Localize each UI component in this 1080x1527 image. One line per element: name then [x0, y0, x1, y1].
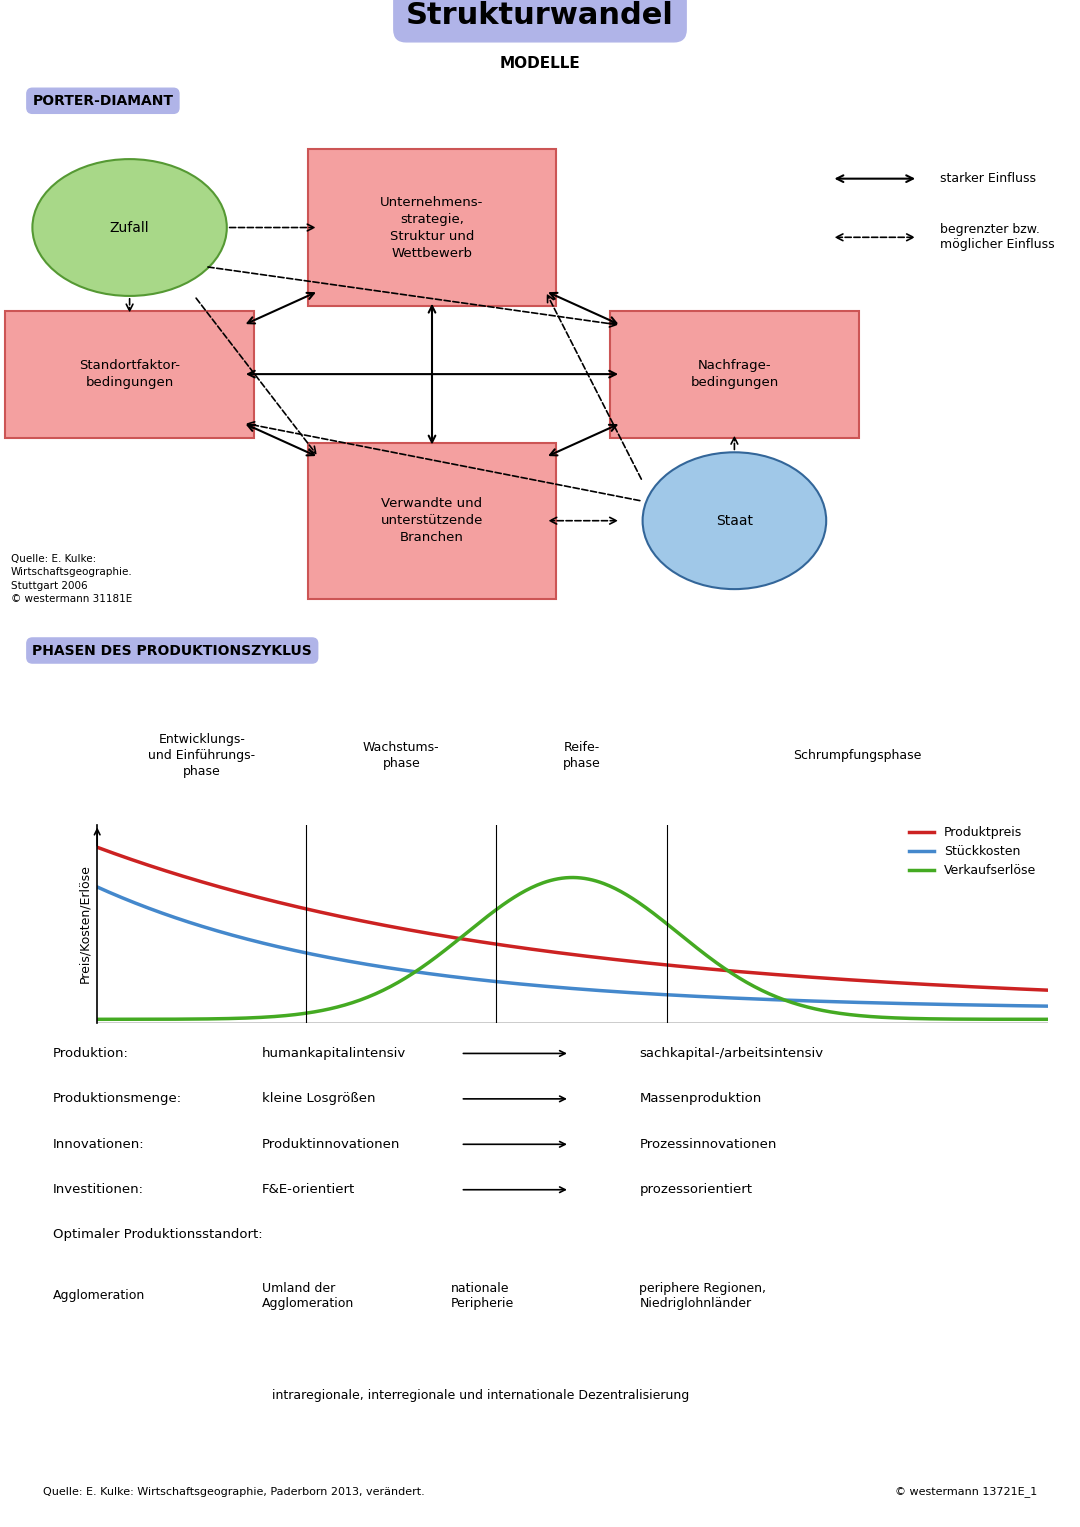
Y-axis label: Preis/Kosten/Erlöse: Preis/Kosten/Erlöse	[79, 864, 92, 983]
Text: Prozessinnovationen: Prozessinnovationen	[639, 1138, 777, 1151]
Text: Produktionsmenge:: Produktionsmenge:	[53, 1092, 183, 1106]
Text: periphere Regionen,
Niedriglohnländer: periphere Regionen, Niedriglohnländer	[639, 1281, 767, 1310]
FancyBboxPatch shape	[610, 310, 859, 438]
Text: Verwandte und
unterstützende
Branchen: Verwandte und unterstützende Branchen	[381, 498, 483, 544]
Text: Produktion:: Produktion:	[53, 1048, 129, 1060]
Text: Produktinnovationen: Produktinnovationen	[261, 1138, 401, 1151]
Text: Zufall: Zufall	[110, 220, 149, 235]
Text: Agglomeration: Agglomeration	[53, 1289, 146, 1303]
Text: Staat: Staat	[716, 513, 753, 528]
Text: humankapitalintensiv: humankapitalintensiv	[261, 1048, 406, 1060]
Text: Reife-
phase: Reife- phase	[563, 742, 600, 770]
Text: © westermann 13721E_1: © westermann 13721E_1	[894, 1486, 1037, 1498]
Text: intraregionale, interregionale und internationale Dezentralisierung: intraregionale, interregionale und inter…	[272, 1390, 689, 1402]
Text: Umland der
Agglomeration: Umland der Agglomeration	[261, 1281, 354, 1310]
FancyBboxPatch shape	[308, 443, 556, 599]
Text: PHASEN DES PRODUKTIONSZYKLUS: PHASEN DES PRODUKTIONSZYKLUS	[32, 643, 312, 658]
Ellipse shape	[32, 159, 227, 296]
Text: Unternehmens-
strategie,
Struktur und
Wettbewerb: Unternehmens- strategie, Struktur und We…	[380, 195, 484, 260]
Text: Nachfrage-
bedingungen: Nachfrage- bedingungen	[690, 359, 779, 389]
Text: Standortfaktor-
bedingungen: Standortfaktor- bedingungen	[79, 359, 180, 389]
Legend: Produktpreis, Stückkosten, Verkaufserlöse: Produktpreis, Stückkosten, Verkaufserlös…	[904, 822, 1041, 883]
Text: prozessorientiert: prozessorientiert	[639, 1183, 753, 1196]
FancyBboxPatch shape	[308, 150, 556, 305]
Text: begrenzter bzw.
möglicher Einfluss: begrenzter bzw. möglicher Einfluss	[940, 223, 1054, 252]
Text: Strukturwandel: Strukturwandel	[406, 0, 674, 29]
Text: F&E-orientiert: F&E-orientiert	[261, 1183, 355, 1196]
Text: Optimaler Produktionsstandort:: Optimaler Produktionsstandort:	[53, 1228, 262, 1241]
Text: Massenproduktion: Massenproduktion	[639, 1092, 761, 1106]
Text: PORTER-DIAMANT: PORTER-DIAMANT	[32, 93, 174, 108]
Text: Quelle: E. Kulke: Wirtschaftsgeographie, Paderborn 2013, verändert.: Quelle: E. Kulke: Wirtschaftsgeographie,…	[43, 1487, 424, 1496]
Text: Wachstums-
phase: Wachstums- phase	[363, 742, 440, 770]
FancyBboxPatch shape	[5, 310, 254, 438]
Text: kleine Losgrößen: kleine Losgrößen	[261, 1092, 375, 1106]
Text: starker Einfluss: starker Einfluss	[940, 173, 1036, 185]
Text: sachkapital-/arbeitsintensiv: sachkapital-/arbeitsintensiv	[639, 1048, 823, 1060]
Text: Schrumpfungsphase: Schrumpfungsphase	[794, 750, 921, 762]
Text: Investitionen:: Investitionen:	[53, 1183, 144, 1196]
Ellipse shape	[643, 452, 826, 589]
Text: Entwicklungs-
und Einführungs-
phase: Entwicklungs- und Einführungs- phase	[148, 733, 255, 779]
Text: nationale
Peripherie: nationale Peripherie	[450, 1281, 514, 1310]
Text: Innovationen:: Innovationen:	[53, 1138, 145, 1151]
Text: MODELLE: MODELLE	[500, 55, 580, 70]
Text: Quelle: E. Kulke:
Wirtschaftsgeographie.
Stuttgart 2006
© westermann 31181E: Quelle: E. Kulke: Wirtschaftsgeographie.…	[11, 554, 133, 603]
